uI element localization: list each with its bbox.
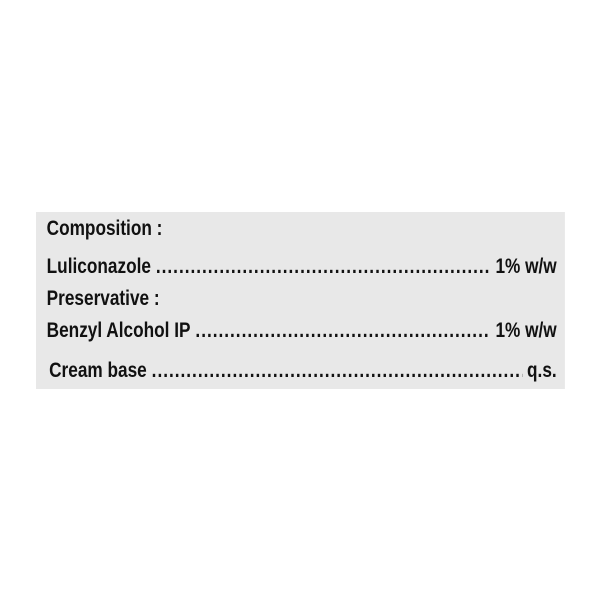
dot-leader: ........................................… [195, 319, 491, 342]
preservative-heading-row: Preservative : [47, 286, 557, 312]
ingredient-name: Luliconazole [46, 255, 151, 278]
dot-leader: ........................................… [155, 255, 491, 278]
dot-leader: ........................................… [151, 359, 523, 382]
ingredient-row: Cream base .............................… [49, 358, 557, 384]
ingredient-amount: 1% w/w [495, 319, 557, 342]
ingredient-row: Benzyl Alcohol IP ......................… [47, 318, 557, 344]
ingredient-amount: 1% w/w [495, 255, 557, 278]
ingredient-amount: q.s. [527, 359, 557, 382]
ingredient-name: Cream base [49, 359, 147, 382]
ingredient-row: Luliconazole ...........................… [47, 254, 557, 280]
composition-panel: Composition : Luliconazole .............… [36, 212, 565, 389]
ingredient-name: Benzyl Alcohol IP [46, 319, 191, 342]
composition-heading: Composition : [46, 217, 163, 240]
composition-heading-row: Composition : [47, 216, 557, 242]
preservative-heading: Preservative : [46, 287, 160, 310]
